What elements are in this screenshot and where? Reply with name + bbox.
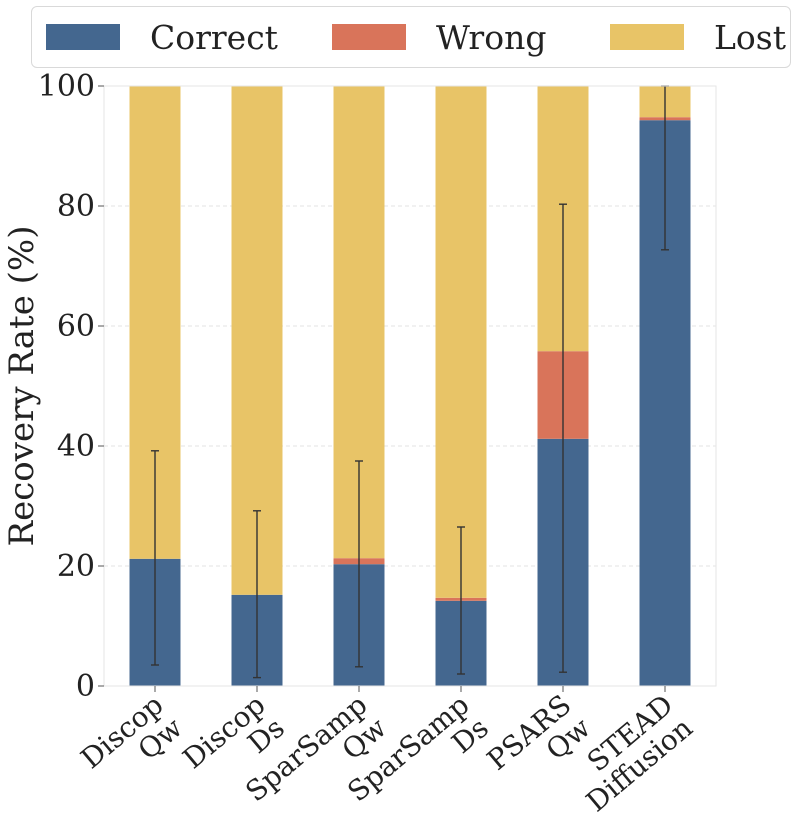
x-tick-label: DiscopQw bbox=[75, 688, 189, 798]
x-tick-label: PSARSQw bbox=[481, 688, 597, 800]
legend-item-correct: Correct bbox=[46, 7, 278, 67]
plot-frame bbox=[103, 85, 717, 687]
legend-label-lost: Lost bbox=[714, 17, 786, 57]
bar-lost bbox=[435, 86, 487, 598]
x-tick-label: STEADDiffusion bbox=[561, 688, 699, 818]
legend: Correct Wrong Lost bbox=[31, 6, 791, 68]
y-tick-label: 80 bbox=[57, 189, 95, 224]
y-tick-label: 20 bbox=[57, 549, 95, 584]
y-tick-label: 40 bbox=[57, 429, 95, 464]
bars bbox=[129, 86, 691, 686]
x-axis-ticks: DiscopQwDiscopDsSparSampQwSparSampDsPSAR… bbox=[75, 686, 699, 818]
error-bars bbox=[151, 85, 669, 679]
legend-swatch-lost bbox=[610, 24, 684, 50]
legend-item-lost: Lost bbox=[610, 7, 786, 67]
bar-lost bbox=[231, 86, 283, 595]
y-axis-ticks: 0 20 40 60 80 100 bbox=[38, 69, 104, 704]
y-tick-label: 60 bbox=[57, 309, 95, 344]
legend-label-correct: Correct bbox=[150, 17, 278, 57]
legend-swatch-correct bbox=[46, 24, 120, 50]
legend-swatch-wrong bbox=[332, 24, 406, 50]
y-axis-label: Recovery Rate (%) bbox=[2, 226, 42, 547]
y-tick-label: 0 bbox=[76, 669, 95, 704]
legend-item-wrong: Wrong bbox=[332, 7, 546, 67]
legend-label-wrong: Wrong bbox=[436, 17, 547, 57]
grid-lines bbox=[104, 205, 716, 567]
y-tick-label: 100 bbox=[38, 69, 95, 104]
